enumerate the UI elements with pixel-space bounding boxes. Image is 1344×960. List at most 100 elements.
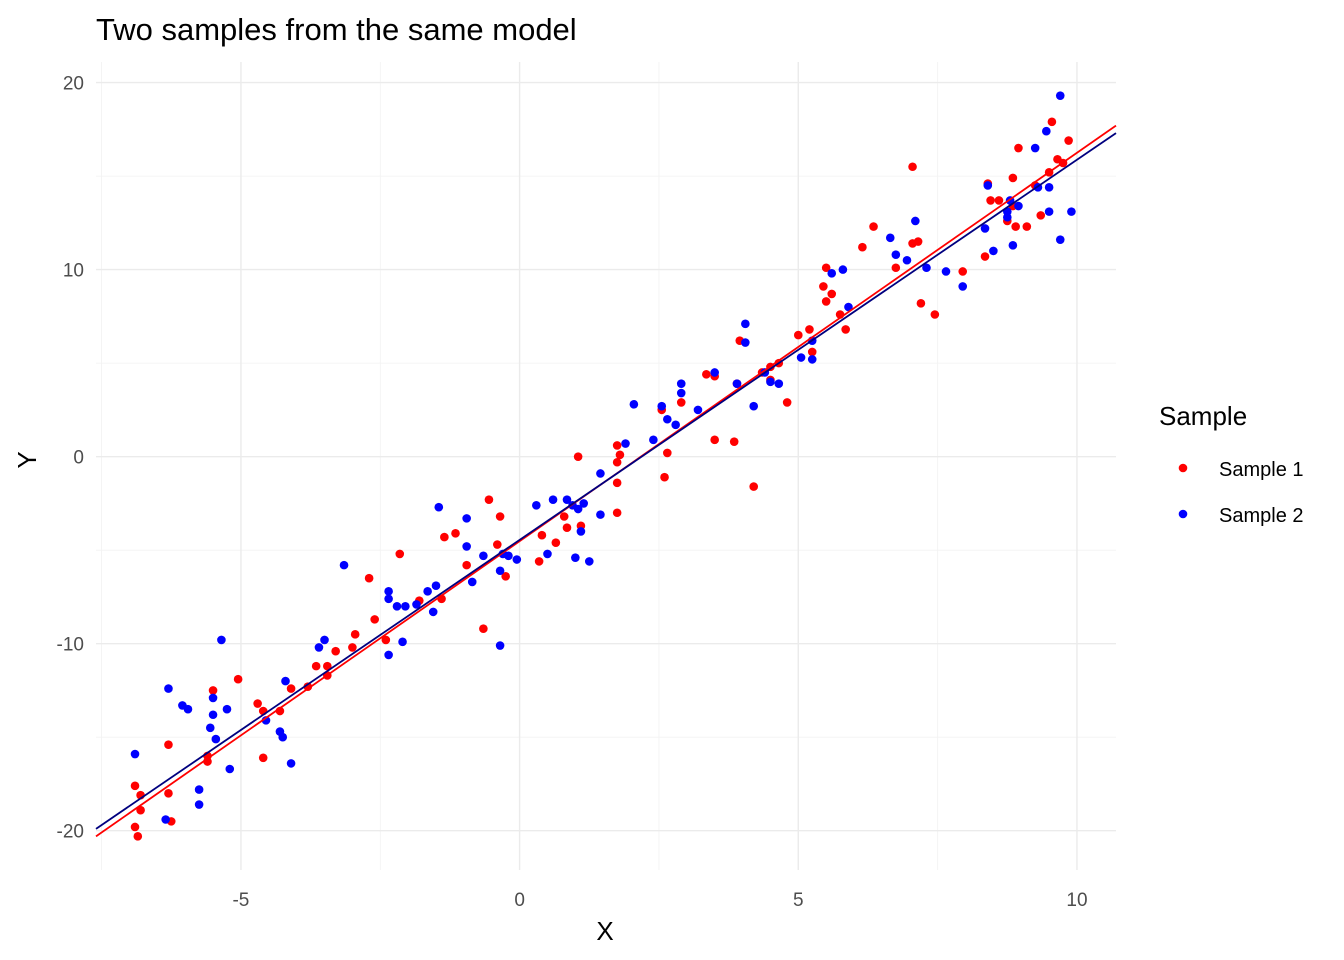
point-sample-1 [208, 686, 218, 695]
x-axis-title: X [596, 916, 613, 946]
point-sample-1 [869, 222, 878, 231]
point-sample-2 [741, 338, 750, 347]
point-sample-2 [194, 785, 204, 794]
x-tick-label: 10 [1066, 890, 1087, 911]
point-sample-1 [1036, 211, 1046, 220]
point-sample-1 [612, 478, 622, 488]
point-sample-2 [766, 377, 775, 387]
point-sample-2 [278, 732, 288, 742]
point-sample-2 [423, 587, 432, 596]
point-sample-1 [551, 538, 561, 547]
point-sample-2 [579, 499, 589, 508]
point-sample-1 [440, 532, 449, 542]
point-sample-2 [1008, 240, 1018, 250]
point-sample-1 [501, 572, 510, 581]
point-sample-1 [364, 573, 374, 583]
point-sample-2 [217, 635, 226, 645]
point-sample-2 [462, 514, 471, 523]
point-sample-2 [261, 716, 271, 725]
point-sample-1 [1014, 143, 1023, 153]
point-sample-1 [805, 325, 814, 334]
point-sample-2 [902, 255, 912, 265]
point-sample-2 [796, 353, 806, 362]
point-sample-1 [479, 624, 488, 634]
legend-marker-sample-1 [1178, 463, 1188, 473]
point-sample-1 [930, 310, 940, 319]
point-sample-2 [885, 233, 895, 243]
point-sample-1 [980, 252, 990, 261]
legend-label-sample-2: Sample 2 [1219, 505, 1304, 527]
y-tick-label: -20 [57, 822, 84, 843]
point-sample-1 [534, 557, 544, 566]
point-sample-2 [732, 379, 742, 389]
point-sample-1 [958, 267, 968, 276]
point-sample-2 [1042, 126, 1051, 136]
point-sample-1 [807, 347, 817, 357]
point-sample-1 [908, 162, 917, 172]
point-sample-1 [331, 646, 340, 656]
point-sample-2 [596, 510, 605, 519]
point-sample-2 [749, 401, 759, 411]
point-sample-2 [911, 216, 920, 226]
point-sample-1 [462, 560, 471, 570]
point-sample-2 [431, 581, 441, 591]
point-sample-2 [183, 704, 193, 714]
point-sample-2 [412, 600, 421, 609]
point-sample-2 [710, 368, 719, 377]
chart-title: Two samples from the same model [96, 12, 577, 47]
point-sample-1 [133, 832, 143, 841]
point-sample-1 [612, 441, 622, 450]
point-sample-1 [348, 643, 357, 652]
point-sample-2 [211, 734, 221, 744]
point-sample-2 [205, 723, 215, 733]
point-sample-2 [401, 601, 410, 611]
point-sample-2 [392, 601, 402, 611]
point-sample-2 [671, 420, 680, 430]
major-gridlines [96, 62, 1116, 870]
point-sample-1 [1022, 222, 1032, 231]
point-sample-1 [537, 530, 547, 540]
point-sample-2 [495, 641, 505, 650]
point-sample-2 [543, 549, 552, 559]
point-sample-1 [710, 435, 719, 445]
point-sample-2 [663, 414, 672, 424]
point-sample-1 [350, 630, 360, 639]
point-sample-1 [827, 289, 837, 299]
point-sample-1 [986, 196, 995, 205]
legend: Sample Sample 1 Sample 2 [1159, 401, 1304, 527]
point-sample-2 [596, 469, 605, 478]
point-sample-2 [398, 637, 407, 647]
x-tick-label: 5 [793, 890, 804, 911]
point-sample-1 [233, 674, 243, 684]
point-sample-2 [573, 504, 583, 514]
point-sample-2 [693, 405, 703, 415]
point-sample-1 [130, 822, 140, 832]
point-sample-1 [660, 472, 669, 482]
y-axis-title: Y [12, 451, 42, 468]
point-sample-2 [428, 607, 438, 617]
point-sample-1 [495, 512, 505, 521]
point-sample-2 [1055, 235, 1065, 244]
point-sample-1 [164, 740, 173, 749]
legend-title: Sample [1159, 401, 1247, 431]
point-sample-2 [208, 710, 218, 720]
point-sample-2 [941, 267, 951, 276]
point-sample-2 [467, 577, 477, 587]
point-sample-2 [989, 246, 998, 256]
point-sample-2 [1014, 201, 1023, 211]
point-sample-1 [484, 495, 494, 504]
point-sample-1 [253, 699, 262, 708]
y-tick-label: -10 [57, 635, 84, 656]
point-sample-1 [130, 781, 140, 791]
point-sample-1 [1064, 136, 1073, 145]
point-sample-1 [729, 437, 739, 446]
point-sample-2 [922, 263, 931, 273]
point-sample-1 [615, 450, 625, 460]
point-sample-2 [286, 759, 296, 768]
point-sample-2 [1067, 207, 1076, 216]
point-sample-1 [573, 452, 583, 461]
point-sample-2 [891, 250, 901, 259]
point-sample-2 [584, 557, 594, 566]
point-sample-2 [225, 764, 235, 774]
